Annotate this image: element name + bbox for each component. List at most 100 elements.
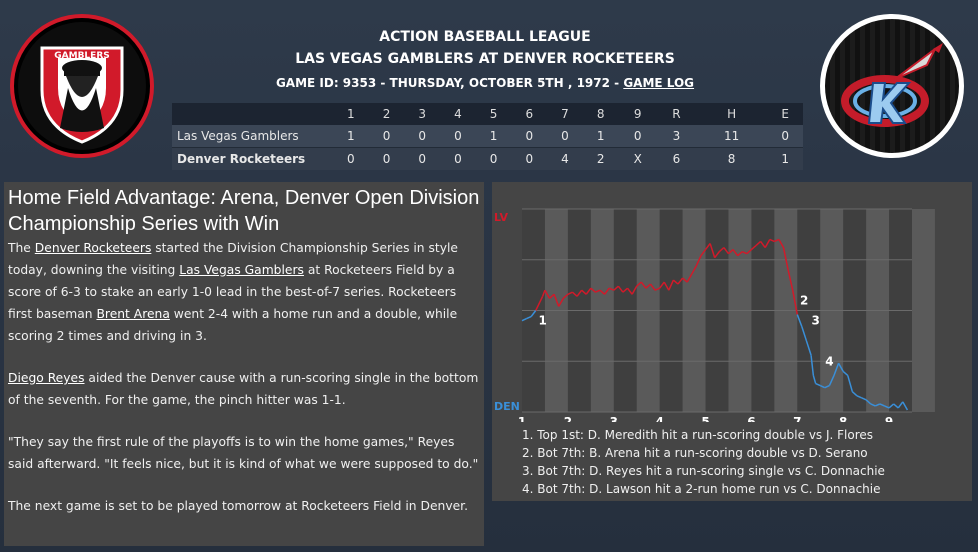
chart-label-home: DEN	[494, 400, 520, 413]
recap-text: at Rocketeers Field by a score of 6-3 to…	[8, 263, 457, 321]
scoring-plays-list: 1. Top 1st: D. Meredith hit a run-scorin…	[522, 426, 885, 498]
link-denver-rocketeers[interactable]: Denver Rocketeers	[34, 241, 152, 255]
win-probability-segment	[659, 281, 665, 289]
scoring-play-marker: 1	[538, 314, 546, 328]
game-recap-panel: Home Field Advantage: Arena, Denver Open…	[4, 182, 484, 546]
win-probability-segment	[631, 285, 638, 295]
win-probability-segment	[617, 285, 624, 293]
chart-x-tick-label: 5	[701, 415, 709, 422]
win-probability-segment	[595, 289, 601, 293]
chart-x-tick-label: 9	[885, 415, 893, 422]
win-probability-segment	[663, 281, 670, 291]
win-probability-segment	[888, 403, 895, 409]
win-probability-segment	[897, 401, 904, 409]
linescore-cell: 0	[333, 147, 369, 170]
win-probability-segment	[796, 314, 803, 328]
chart-x-tick-label: 7	[793, 415, 801, 422]
win-probability-segment	[521, 317, 527, 322]
linescore-header-cell: 2	[368, 103, 405, 125]
scoring-play-marker: 4	[825, 354, 833, 368]
win-probability-segment	[893, 403, 899, 409]
win-probability-segment	[815, 382, 821, 387]
linescore-cell: 0	[511, 125, 548, 148]
link-brent-arena[interactable]: Brent Arena	[96, 307, 170, 321]
scoring-play-note: 4. Bot 7th: D. Lawson hit a 2-run home r…	[522, 482, 881, 496]
win-probability-segment	[810, 355, 815, 376]
link-las-vegas-gamblers[interactable]: Las Vegas Gamblers	[179, 263, 304, 277]
win-probability-segment	[636, 281, 642, 287]
win-probability-segment	[723, 247, 730, 255]
linescore-team-away[interactable]: Las Vegas Gamblers	[172, 125, 333, 148]
scoring-play-note: 2. Bot 7th: B. Arena hit a run-scoring d…	[522, 446, 868, 460]
half-inning-band	[912, 209, 935, 412]
linescore-cell: 1	[333, 125, 369, 148]
win-probability-segment	[718, 247, 725, 253]
linescore-cell: 1	[582, 125, 619, 148]
win-probability-segment	[567, 291, 573, 295]
win-probability-segment	[649, 283, 656, 291]
win-probability-segment	[884, 405, 890, 409]
win-probability-segment	[603, 287, 610, 295]
linescore-cell: 0	[475, 147, 512, 170]
win-probability-segment	[576, 289, 583, 297]
win-probability-segment	[599, 289, 606, 295]
linescore-header-cell: 3	[404, 103, 441, 125]
win-probability-segment	[558, 297, 564, 307]
linescore-cell: 0	[404, 125, 441, 148]
matchup-title: LAS VEGAS GAMBLERS AT DENVER ROCKETEERS	[295, 51, 675, 67]
win-probability-segment	[791, 290, 799, 315]
win-probability-segment	[686, 273, 693, 283]
link-diego-reyes[interactable]: Diego Reyes	[8, 371, 85, 385]
win-probability-segment	[682, 277, 688, 283]
win-probability-segment	[530, 310, 537, 318]
linescore-cell: 1	[475, 125, 512, 148]
game-info: GAME ID: 9353 - THURSDAY, OCTOBER 5TH , …	[200, 71, 770, 95]
home-team-logo[interactable]	[820, 14, 964, 158]
linescore-cell: 0	[618, 125, 657, 148]
win-probability-segment	[714, 251, 720, 259]
away-team-logo[interactable]: GAMBLERS	[10, 14, 154, 158]
game-info-text: GAME ID: 9353 - THURSDAY, OCTOBER 5TH , …	[275, 76, 624, 90]
recap-paragraph-3: "They say the first rule of the playoffs…	[8, 435, 479, 471]
win-probability-segment	[732, 249, 739, 257]
game-header: ACTION BASEBALL LEAGUE LAS VEGAS GAMBLER…	[200, 26, 770, 95]
linescore-header-team	[172, 103, 333, 125]
linescore-cell: 0	[404, 147, 441, 170]
win-probability-segment	[787, 269, 794, 291]
win-probability-segment	[695, 255, 702, 267]
chart-x-tick-label: 8	[839, 415, 847, 422]
win-probability-segment	[590, 287, 596, 293]
recap-text: went 2-4 with a home run and a double, w…	[8, 307, 458, 343]
linescore-cell: 0	[767, 125, 803, 148]
win-probability-segment	[847, 375, 854, 392]
win-probability-segment	[812, 375, 817, 384]
win-probability-segment	[750, 244, 757, 251]
linescore-header-cell: R	[656, 103, 696, 125]
linescore-cell: 8	[695, 147, 768, 170]
gamblers-logo-icon: GAMBLERS	[18, 22, 146, 150]
recap-text: The	[8, 241, 35, 255]
linescore-cell: 3	[656, 125, 696, 148]
win-probability-segment	[842, 370, 849, 377]
win-probability-segment	[571, 291, 578, 297]
win-probability-segment	[764, 239, 771, 248]
win-probability-segment	[774, 238, 780, 243]
win-probability-segment	[640, 281, 647, 289]
win-probability-segment	[805, 340, 812, 356]
scoring-play-note: 3. Bot 7th: D. Reyes hit a run-scoring s…	[522, 464, 885, 478]
win-probability-segment	[879, 403, 885, 407]
win-probability-segment	[755, 240, 762, 247]
recap-paragraph-4: The next game is set to be played tomorr…	[8, 499, 468, 513]
league-title: ACTION BASEBALL LEAGUE	[379, 29, 591, 45]
win-probability-segment	[700, 249, 707, 257]
win-probability-segment	[581, 289, 587, 295]
linescore-team-home[interactable]: Denver Rocketeers	[172, 147, 333, 170]
linescore-cell: X	[618, 147, 657, 170]
game-log-link[interactable]: GAME LOG	[623, 76, 695, 90]
win-probability-segment	[672, 279, 679, 285]
chart-x-tick-label: 6	[747, 415, 755, 422]
win-probability-panel: LV DEN 1 2 3 4 5 6 7 8 9 1 2 3 4 1. Top 1st: D. Meredi…	[492, 182, 972, 501]
